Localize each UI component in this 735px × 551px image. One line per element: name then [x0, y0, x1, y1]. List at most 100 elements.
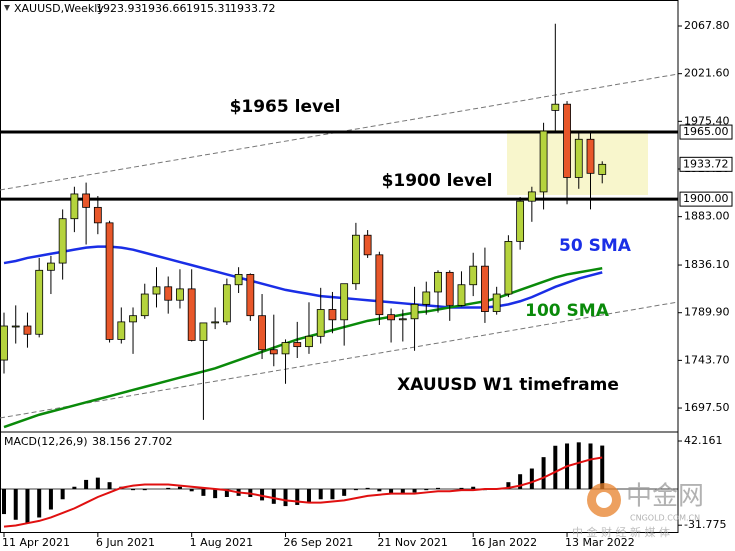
- macd-bar: [60, 489, 65, 500]
- x-tick-label: 6 Jun 2021: [96, 536, 155, 549]
- macd-bar: [412, 489, 417, 493]
- macd-bar: [506, 482, 511, 490]
- candle-body: [375, 254, 384, 316]
- candle-body: [58, 218, 67, 264]
- level-box: [679, 191, 733, 207]
- ohlc-close: 1933.72: [230, 2, 276, 15]
- candle-body: [187, 288, 196, 341]
- candle-body: [445, 271, 454, 306]
- candle-body: [23, 325, 32, 335]
- macd-bar: [142, 489, 147, 491]
- plot-frame: [0, 0, 679, 533]
- macd-bar: [330, 489, 335, 500]
- candle-body: [281, 342, 290, 355]
- sma-line: [3, 267, 603, 429]
- candle-body: [35, 269, 44, 335]
- macd-value: 38.156: [92, 435, 131, 448]
- candle-body: [398, 318, 407, 321]
- watermark: 中金网 CNGOLD.COM.CN 中 金 财 经 新 媒 体: [572, 482, 704, 540]
- x-tick-label: 1 Aug 2021: [190, 536, 253, 549]
- candle-body: [434, 271, 442, 293]
- watermark-site: CNGOLD.COM.CN: [630, 514, 700, 523]
- candle-body: [481, 265, 489, 312]
- menu-icon: [4, 5, 10, 11]
- candle-body: [0, 325, 8, 361]
- candle-body: [234, 274, 243, 286]
- level-label: 1900.00: [683, 192, 729, 205]
- macd-bar: [2, 489, 6, 515]
- y-tick-label: 1975.40: [684, 114, 730, 127]
- candle-body: [164, 286, 173, 301]
- candle-body: [47, 262, 55, 271]
- candle-body: [211, 321, 220, 324]
- ohlc-low: 1915.31: [186, 2, 232, 15]
- price-box: [679, 156, 733, 172]
- signal-line: [3, 456, 603, 528]
- macd-bar: [48, 489, 53, 510]
- macd-bar: [260, 489, 265, 501]
- macd-bar: [25, 489, 30, 524]
- macd-bar: [177, 486, 182, 490]
- watermark-tagline: 中 金 财 经 新 媒 体: [572, 525, 670, 539]
- candle-body: [387, 314, 395, 321]
- y-tick-label: 42.161: [684, 434, 723, 447]
- candle-body: [457, 284, 466, 306]
- candle-body: [305, 335, 313, 348]
- macd-bar: [529, 468, 534, 490]
- y-tick-label: 2067.80: [684, 19, 730, 32]
- sma-label: 50 SMA: [559, 236, 632, 256]
- candle-body: [527, 191, 536, 202]
- macd-bar: [588, 443, 593, 490]
- candle-body: [93, 206, 102, 224]
- candle-body: [222, 284, 231, 323]
- candle-body: [11, 325, 20, 328]
- candle-body: [199, 322, 208, 341]
- candle-body: [82, 193, 91, 208]
- candle-body: [469, 265, 478, 286]
- y-tick-label: 1697.50: [684, 401, 730, 414]
- macd-bar: [37, 489, 42, 518]
- annotation: $1900 level: [382, 171, 493, 191]
- macd-bar: [189, 489, 194, 492]
- y-tick-label: -31.775: [684, 518, 726, 531]
- candle-body: [422, 291, 431, 305]
- macd-bar: [306, 489, 311, 503]
- price-label: 1933.72: [683, 157, 729, 170]
- y-tick-label: 1883.00: [684, 210, 730, 223]
- signal-value: 27.702: [134, 435, 173, 448]
- candle-body: [70, 193, 79, 220]
- y-tick-label: 1836.10: [684, 258, 730, 271]
- candle-body: [105, 222, 114, 340]
- candle-body: [351, 234, 360, 285]
- macd-bar: [365, 487, 370, 490]
- macd-bar: [377, 489, 382, 492]
- macd-title: MACD(12,26,9): [4, 435, 88, 448]
- sma-line: [3, 245, 603, 309]
- candle-body: [598, 163, 607, 175]
- y-tick-label: 1789.90: [684, 306, 730, 319]
- macd-bar: [576, 442, 581, 490]
- macd-bar: [95, 477, 100, 490]
- macd-bar: [13, 489, 18, 520]
- macd-bar: [271, 489, 276, 504]
- candle-body: [129, 315, 137, 323]
- candle-body: [328, 309, 337, 321]
- candle-body: [492, 293, 501, 312]
- macd-bar: [424, 489, 429, 491]
- channel-lower: [0, 301, 679, 419]
- candle-body: [574, 138, 583, 178]
- macd-bar: [389, 489, 394, 494]
- candle-body: [539, 130, 548, 193]
- x-tick-label: 16 Jan 2022: [471, 536, 537, 549]
- channel-upper: [0, 73, 679, 191]
- macd-bar: [131, 489, 136, 491]
- y-tick-label: 2021.60: [684, 67, 730, 80]
- macd-bar: [213, 489, 218, 499]
- macd-bar: [600, 445, 605, 490]
- annotation: XAUUSD W1 timeframe: [397, 375, 619, 395]
- candle-body: [140, 293, 149, 317]
- watermark-text: 中金网: [626, 482, 704, 512]
- macd-bar: [541, 457, 546, 490]
- x-tick-label: 26 Sep 2021: [284, 536, 354, 549]
